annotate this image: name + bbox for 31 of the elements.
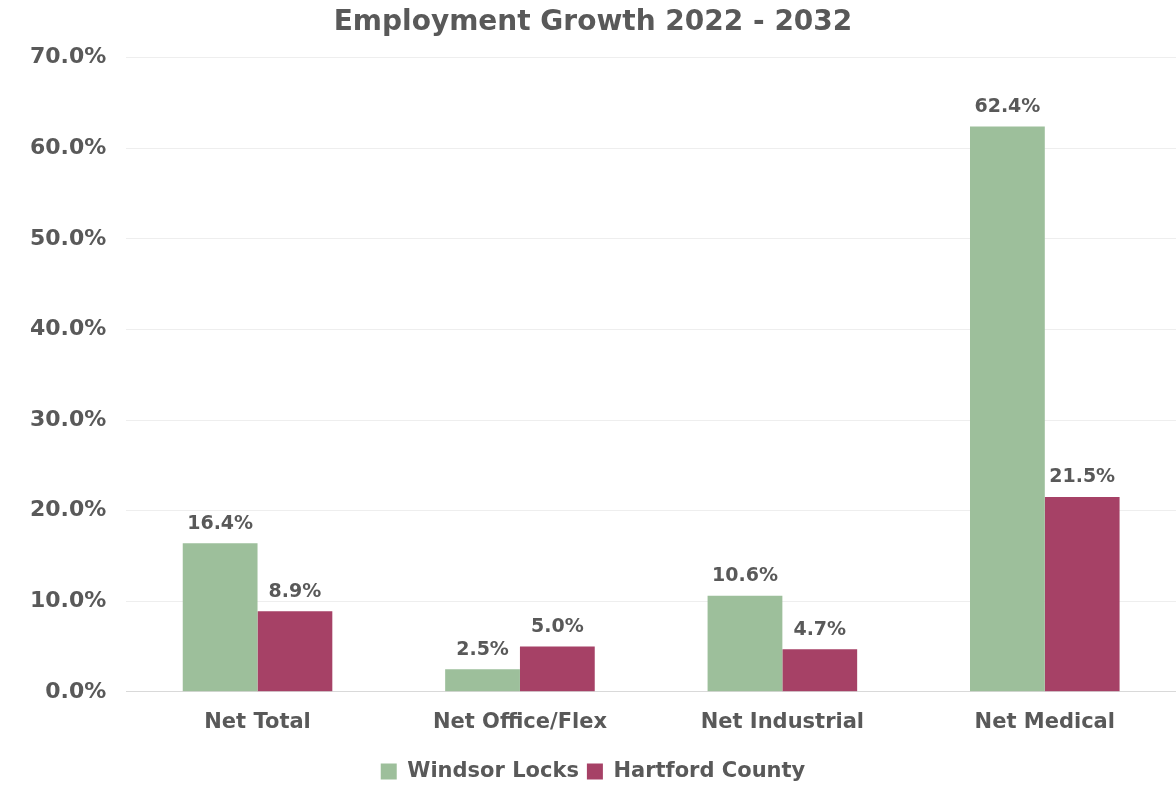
data-label: 8.9%	[268, 578, 322, 601]
bar	[519, 646, 595, 692]
data-label: 2.5%	[456, 636, 509, 659]
bar	[970, 126, 1045, 692]
data-label: 16.4%	[187, 510, 254, 533]
bar	[782, 649, 858, 692]
x-tick-label: Net Medical	[974, 708, 1115, 733]
data-label: 62.4%	[974, 93, 1041, 116]
bar	[1044, 497, 1120, 692]
y-tick-label: 20.0%	[30, 496, 107, 522]
legend-label: Windsor Locks	[407, 757, 579, 782]
y-tick-label: 70.0%	[30, 43, 107, 69]
x-tick-label: Net Office/Flex	[432, 708, 608, 733]
y-tick-label: 60.0%	[30, 133, 107, 159]
y-tick-label: 30.0%	[30, 405, 107, 431]
bar	[707, 595, 783, 692]
bar	[445, 669, 520, 692]
data-label: 4.7%	[793, 616, 847, 639]
data-label: 10.6%	[712, 563, 778, 586]
data-label: 21.5%	[1049, 464, 1116, 487]
bar	[257, 611, 333, 692]
legend-label: Hartford County	[613, 757, 806, 782]
y-tick-label: 10.0%	[30, 586, 107, 612]
data-label: 5.0%	[531, 613, 584, 636]
y-tick-label: 50.0%	[30, 224, 107, 250]
chart-title: Employment Growth 2022 - 2032	[333, 4, 853, 38]
bar	[182, 543, 258, 692]
y-tick-label: 0.0%	[45, 677, 107, 703]
x-tick-label: Net Total	[204, 708, 311, 733]
y-tick-label: 40.0%	[30, 315, 107, 341]
x-tick-label: Net Industrial	[700, 708, 865, 733]
